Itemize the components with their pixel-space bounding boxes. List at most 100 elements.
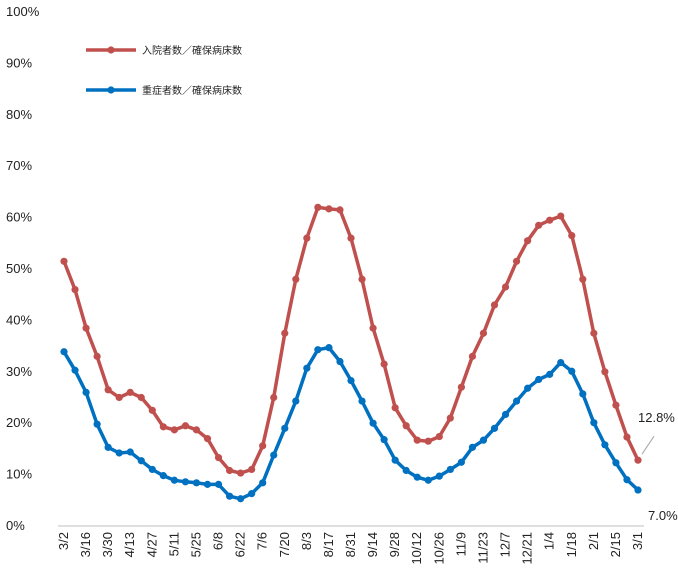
data-point	[60, 348, 68, 356]
y-tick-label: 70%	[6, 158, 32, 173]
data-point	[347, 234, 355, 242]
data-point	[435, 432, 443, 441]
data-point	[303, 364, 311, 372]
data-point	[181, 478, 190, 486]
data-point	[237, 469, 245, 477]
series-layer	[60, 203, 642, 503]
data-point	[634, 456, 642, 464]
x-tick-label: 3/30	[100, 532, 115, 557]
data-point	[634, 486, 642, 494]
data-point	[590, 329, 598, 337]
data-point	[413, 436, 421, 444]
data-point	[259, 442, 267, 450]
data-point	[424, 476, 432, 484]
x-tick-label: 3/1	[630, 532, 645, 550]
x-tick-label: 4/27	[144, 532, 159, 557]
y-tick-label: 80%	[6, 107, 32, 122]
x-tick-label: 12/7	[498, 532, 513, 557]
data-point	[402, 466, 410, 475]
data-point	[612, 459, 620, 467]
x-tick-label: 1/18	[564, 532, 579, 557]
annotation-label-blue: 7.0%	[648, 508, 678, 523]
data-point	[60, 257, 68, 265]
data-point	[369, 419, 377, 427]
y-tick-label: 0%	[6, 518, 25, 533]
data-point	[391, 456, 399, 464]
data-point	[104, 443, 112, 451]
data-point	[546, 216, 554, 224]
data-point	[568, 367, 576, 375]
data-point	[181, 422, 190, 430]
data-point	[391, 404, 399, 412]
data-point	[512, 257, 521, 265]
data-point	[336, 206, 344, 214]
data-point	[159, 423, 167, 431]
data-point	[325, 344, 333, 352]
data-point	[623, 476, 631, 484]
data-point	[159, 472, 167, 480]
data-point	[380, 360, 388, 368]
data-point	[314, 203, 322, 211]
data-point	[148, 406, 156, 414]
x-tick-label: 7/20	[277, 532, 292, 557]
data-point	[270, 393, 278, 402]
data-point	[568, 231, 576, 240]
series-line	[62, 345, 640, 501]
data-point	[126, 388, 134, 396]
data-point	[535, 375, 543, 384]
data-point	[148, 465, 156, 474]
x-tick-label: 7/6	[255, 532, 270, 550]
data-point	[601, 441, 609, 449]
data-point	[479, 436, 488, 444]
legend-item: 重症者数／確保病床数	[86, 84, 242, 97]
data-point	[557, 358, 565, 367]
data-point	[248, 490, 256, 498]
x-axis: 3/2 3/16 3/30 4/13 4/27 5/11 5/25 6/8 6/22 7/6 7/2…	[56, 525, 645, 565]
data-point	[203, 480, 212, 488]
data-point	[590, 419, 598, 427]
data-point	[402, 422, 410, 430]
x-tick-label: 5/11	[166, 532, 181, 556]
data-point	[292, 397, 300, 405]
y-tick-label: 20%	[6, 415, 32, 430]
y-tick-label: 60%	[6, 210, 32, 225]
data-point	[93, 352, 101, 360]
data-point	[214, 454, 223, 462]
data-point	[292, 275, 300, 283]
data-point	[446, 465, 454, 474]
data-point	[369, 324, 377, 332]
data-point	[225, 492, 234, 500]
x-tick-label: 12/21	[520, 532, 535, 565]
y-tick-label: 10%	[6, 467, 32, 482]
x-tick-label: 3/16	[78, 532, 93, 557]
annotation-leader-line	[641, 435, 655, 455]
data-point	[524, 237, 532, 245]
data-point	[490, 424, 499, 432]
data-point	[270, 451, 278, 459]
x-tick-label: 10/12	[409, 532, 424, 565]
data-point	[457, 458, 465, 466]
data-point	[71, 366, 79, 374]
data-point	[446, 414, 454, 422]
data-point	[424, 437, 432, 445]
x-tick-label: 2/1	[586, 532, 601, 550]
legend-swatch-marker	[107, 46, 115, 54]
data-point	[225, 466, 234, 475]
data-point	[435, 472, 443, 480]
data-point	[214, 480, 223, 488]
data-point	[336, 357, 344, 366]
x-tick-label: 11/23	[475, 532, 490, 564]
data-point	[281, 329, 289, 337]
data-point	[325, 205, 333, 213]
x-tick-label: 10/26	[431, 532, 446, 565]
series-1	[60, 203, 642, 477]
x-tick-label: 9/14	[365, 532, 380, 557]
y-tick-label: 100%	[6, 4, 40, 19]
data-point	[170, 426, 178, 434]
data-point	[457, 383, 465, 391]
data-point	[192, 426, 201, 434]
data-point	[303, 234, 311, 242]
